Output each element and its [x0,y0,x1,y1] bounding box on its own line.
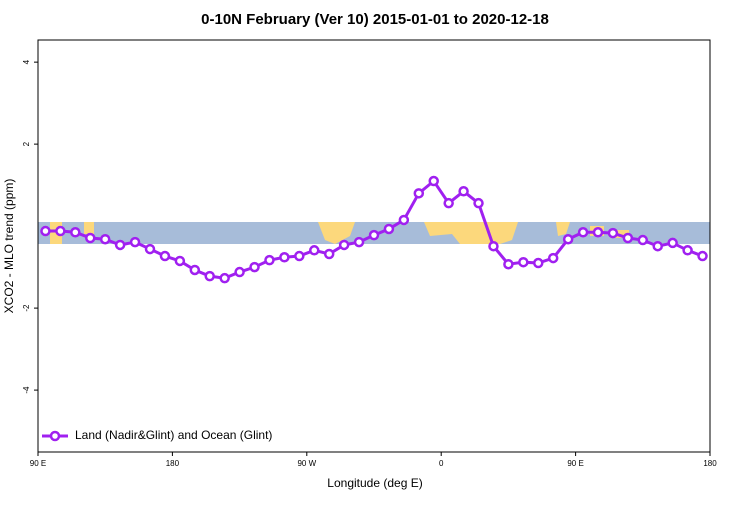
data-point [577,227,589,238]
data-point [413,188,425,199]
data-point [637,234,649,246]
data-point [667,237,678,249]
plot-frame [37,39,711,453]
data-point [652,240,663,252]
y-tick-label: 2 [22,141,31,146]
data-point [219,272,230,284]
data-point [309,245,320,256]
data-point [592,227,604,238]
y-tick-label: 4 [22,59,31,64]
data-point [443,197,454,209]
x-axis-label: Longitude (deg E) [327,476,422,490]
data-point [473,197,484,209]
data-point [562,233,574,245]
x-tick-label: 180 [166,459,180,468]
x-tick-label: 90 E [567,459,583,468]
data-point [428,175,439,187]
data-point [70,227,81,238]
data-point [234,266,245,278]
data-point [189,264,201,276]
land-patch [556,222,570,236]
land-patch [84,222,94,234]
data-point [114,239,126,251]
data-point [174,255,186,267]
land-patch [424,222,518,244]
land-patch [615,230,629,238]
y-axis-label: XCO2 - MLO trend (ppm) [2,179,16,314]
land-patch [318,222,355,244]
x-tick-label: 90 E [30,459,46,468]
data-point [383,223,395,235]
data-point [279,252,290,263]
data-point [294,250,305,262]
data-point [458,186,469,197]
data-point [129,236,141,248]
data-point [338,239,350,251]
data-point [607,227,619,239]
x-tick-label: 180 [703,459,717,468]
data-point [85,232,96,244]
data-point [622,232,634,244]
data-point [144,243,156,255]
data-point [40,225,51,237]
x-tick-label: 90 W [297,459,316,468]
y-tick-label: -4 [22,386,31,394]
data-point [697,250,708,262]
data-point [518,256,529,268]
x-tick-label: 0 [439,459,444,468]
data-point [323,248,335,260]
data-point [503,258,514,270]
data-point [547,252,559,264]
data-point [398,214,410,226]
legend-marker [49,430,61,442]
data-point [368,229,380,241]
y-tick-label: -2 [22,304,31,312]
data-point [533,257,544,269]
data-point [159,250,171,262]
data-point [249,261,260,273]
data-point [488,240,499,252]
chart-title: 0-10N February (Ver 10) 2015-01-01 to 20… [201,11,549,28]
data-point [55,225,66,237]
data-point [353,236,365,248]
legend-label: Land (Nadir&Glint) and Ocean (Glint) [75,428,272,442]
data-point [204,270,215,282]
data-point [682,245,693,256]
data-point [264,254,275,266]
data-point [99,233,111,245]
